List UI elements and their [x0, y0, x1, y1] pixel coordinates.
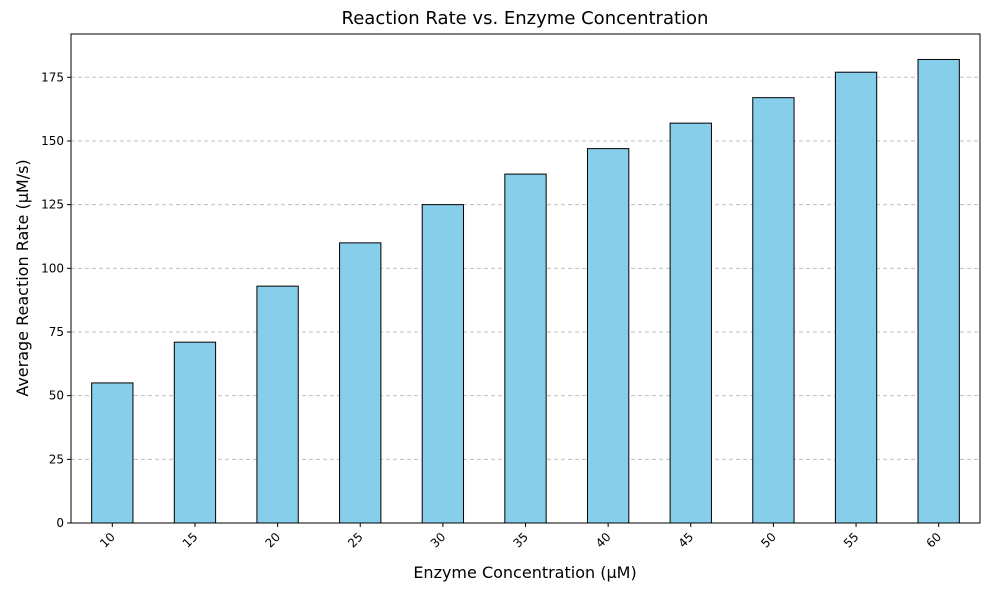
x-tick-label: 55: [841, 530, 862, 551]
bar: [586, 148, 630, 524]
x-tick-label: 45: [676, 530, 697, 551]
y-tick-label: 25: [49, 452, 64, 466]
x-tick-label: 40: [593, 530, 614, 551]
bar: [339, 242, 382, 524]
x-tick-label: 25: [345, 530, 366, 551]
x-tick-label: 20: [262, 530, 283, 551]
bar: [173, 341, 217, 524]
bar: [834, 71, 878, 524]
y-axis-label: Average Reaction Rate (µM/s): [13, 159, 32, 396]
bars: [91, 58, 960, 524]
bar: [752, 97, 795, 524]
x-tick-label: 50: [758, 530, 779, 551]
y-tick-label: 100: [41, 261, 64, 275]
bar: [669, 122, 712, 524]
x-tick-label: 15: [180, 530, 201, 551]
bar: [504, 173, 547, 524]
y-tick-label: 50: [49, 389, 64, 403]
y-tick-label: 150: [41, 134, 64, 148]
x-axis-label: Enzyme Concentration (µM): [413, 563, 636, 582]
x-tick-label: 60: [924, 530, 945, 551]
bar: [91, 382, 134, 524]
x-axis-ticks: 10 15 20 25 30 35 40 45 50 55 60: [97, 523, 944, 551]
chart-title: Reaction Rate vs. Enzyme Concentration: [342, 8, 709, 29]
bar: [917, 58, 960, 524]
y-tick-label: 0: [56, 516, 64, 530]
x-tick-label: 30: [428, 530, 449, 551]
y-axis-ticks: 0 25 50 75 100 125 150 175: [41, 70, 71, 530]
x-tick-label: 35: [510, 530, 531, 551]
grid-lines: [71, 76, 980, 460]
bar: [421, 204, 465, 524]
y-tick-label: 75: [49, 325, 64, 339]
bar: [256, 285, 299, 524]
y-tick-label: 125: [41, 198, 64, 212]
x-tick-label: 10: [97, 530, 118, 551]
y-tick-label: 175: [41, 70, 64, 84]
